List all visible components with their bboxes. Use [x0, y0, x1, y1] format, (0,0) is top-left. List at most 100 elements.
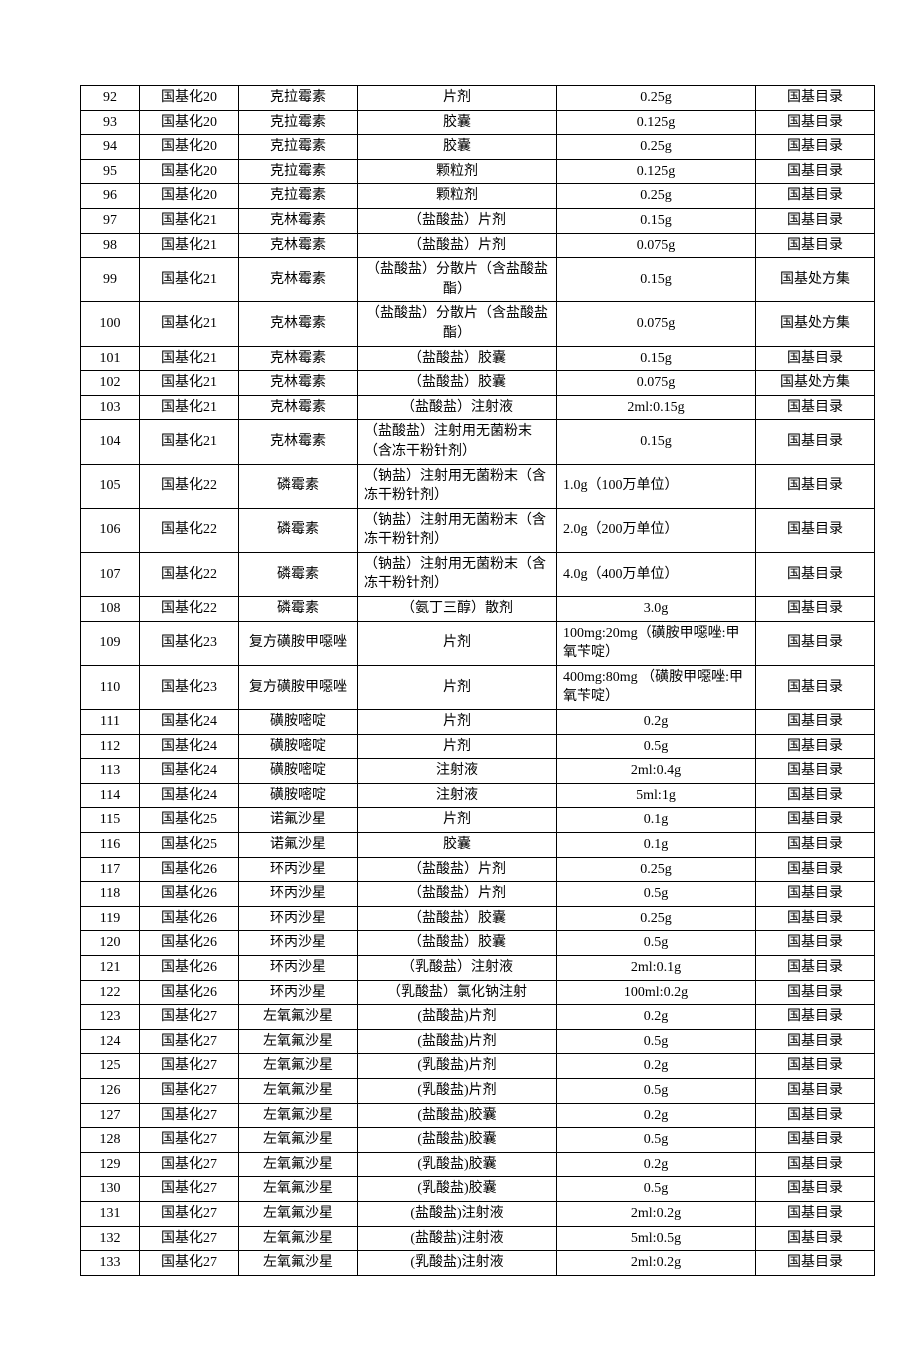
- table-row: 107国基化22磷霉素（钠盐）注射用无菌粉末（含冻干粉针剂）4.0g（400万单…: [81, 552, 875, 596]
- cell-drug-name: 克林霉素: [239, 208, 358, 233]
- cell-spec: 0.2g: [557, 1054, 756, 1079]
- cell-drug-name: 左氧氟沙星: [239, 1029, 358, 1054]
- cell-spec: 0.1g: [557, 833, 756, 858]
- table-row: 119国基化26环丙沙星（盐酸盐）胶囊0.25g国基目录: [81, 906, 875, 931]
- cell-category: 国基目录: [756, 110, 875, 135]
- cell-spec: 0.25g: [557, 135, 756, 160]
- cell-drug-name: 左氧氟沙星: [239, 1226, 358, 1251]
- cell-seq: 103: [81, 395, 140, 420]
- cell-drug-name: 环丙沙星: [239, 882, 358, 907]
- cell-drug-name: 左氧氟沙星: [239, 1103, 358, 1128]
- cell-drug-name: 磺胺嘧啶: [239, 710, 358, 735]
- cell-form: 片剂: [358, 710, 557, 735]
- cell-code: 国基化22: [140, 464, 239, 508]
- cell-seq: 118: [81, 882, 140, 907]
- cell-seq: 108: [81, 597, 140, 622]
- cell-form: 注射液: [358, 759, 557, 784]
- cell-code: 国基化20: [140, 184, 239, 209]
- cell-drug-name: 左氧氟沙星: [239, 1201, 358, 1226]
- cell-category: 国基目录: [756, 135, 875, 160]
- cell-spec: 0.2g: [557, 1103, 756, 1128]
- cell-code: 国基化27: [140, 1054, 239, 1079]
- cell-drug-name: 环丙沙星: [239, 906, 358, 931]
- cell-drug-name: 克拉霉素: [239, 86, 358, 111]
- cell-form: （盐酸盐）分散片（含盐酸盐酯）: [358, 258, 557, 302]
- cell-form: 片剂: [358, 86, 557, 111]
- table-row: 127国基化27左氧氟沙星(盐酸盐)胶囊0.2g国基目录: [81, 1103, 875, 1128]
- cell-spec: 0.5g: [557, 1177, 756, 1202]
- table-row: 129国基化27左氧氟沙星(乳酸盐)胶囊0.2g国基目录: [81, 1152, 875, 1177]
- cell-spec: 0.5g: [557, 734, 756, 759]
- cell-seq: 99: [81, 258, 140, 302]
- cell-code: 国基化22: [140, 597, 239, 622]
- table-row: 111国基化24磺胺嘧啶片剂0.2g国基目录: [81, 710, 875, 735]
- cell-seq: 113: [81, 759, 140, 784]
- cell-spec: 0.075g: [557, 233, 756, 258]
- table-row: 105国基化22磷霉素（钠盐）注射用无菌粉末（含冻干粉针剂）1.0g（100万单…: [81, 464, 875, 508]
- cell-spec: 2ml:0.4g: [557, 759, 756, 784]
- cell-code: 国基化21: [140, 233, 239, 258]
- cell-seq: 117: [81, 857, 140, 882]
- cell-seq: 133: [81, 1251, 140, 1276]
- cell-category: 国基目录: [756, 1201, 875, 1226]
- cell-category: 国基目录: [756, 710, 875, 735]
- cell-code: 国基化25: [140, 808, 239, 833]
- cell-drug-name: 诺氟沙星: [239, 808, 358, 833]
- cell-spec: 0.2g: [557, 710, 756, 735]
- cell-seq: 100: [81, 302, 140, 346]
- cell-form: (乳酸盐)胶囊: [358, 1152, 557, 1177]
- table-row: 124国基化27左氧氟沙星(盐酸盐)片剂0.5g国基目录: [81, 1029, 875, 1054]
- cell-drug-name: 诺氟沙星: [239, 833, 358, 858]
- cell-spec: 1.0g（100万单位）: [557, 464, 756, 508]
- cell-spec: 4.0g（400万单位）: [557, 552, 756, 596]
- cell-category: 国基目录: [756, 980, 875, 1005]
- cell-spec: 0.075g: [557, 302, 756, 346]
- cell-spec: 2.0g（200万单位）: [557, 508, 756, 552]
- cell-code: 国基化23: [140, 621, 239, 665]
- table-row: 121国基化26环丙沙星（乳酸盐）注射液2ml:0.1g国基目录: [81, 955, 875, 980]
- cell-category: 国基目录: [756, 1103, 875, 1128]
- cell-code: 国基化24: [140, 783, 239, 808]
- table-row: 92国基化20克拉霉素片剂0.25g国基目录: [81, 86, 875, 111]
- cell-code: 国基化27: [140, 1029, 239, 1054]
- cell-form: (盐酸盐)片剂: [358, 1029, 557, 1054]
- cell-category: 国基目录: [756, 1054, 875, 1079]
- cell-code: 国基化21: [140, 371, 239, 396]
- cell-code: 国基化27: [140, 1177, 239, 1202]
- cell-code: 国基化27: [140, 1078, 239, 1103]
- cell-drug-name: 左氧氟沙星: [239, 1005, 358, 1030]
- cell-spec: 400mg:80mg （磺胺甲噁唑:甲氧苄啶）: [557, 665, 756, 709]
- cell-category: 国基目录: [756, 159, 875, 184]
- cell-spec: 0.5g: [557, 1029, 756, 1054]
- cell-seq: 122: [81, 980, 140, 1005]
- cell-code: 国基化26: [140, 980, 239, 1005]
- cell-spec: 2ml:0.1g: [557, 955, 756, 980]
- cell-category: 国基目录: [756, 395, 875, 420]
- cell-seq: 126: [81, 1078, 140, 1103]
- cell-form: （盐酸盐）分散片（含盐酸盐酯）: [358, 302, 557, 346]
- cell-seq: 130: [81, 1177, 140, 1202]
- cell-code: 国基化21: [140, 420, 239, 464]
- cell-seq: 119: [81, 906, 140, 931]
- cell-category: 国基目录: [756, 759, 875, 784]
- cell-drug-name: 克拉霉素: [239, 110, 358, 135]
- cell-spec: 0.15g: [557, 258, 756, 302]
- cell-code: 国基化23: [140, 665, 239, 709]
- cell-category: 国基目录: [756, 621, 875, 665]
- cell-category: 国基目录: [756, 783, 875, 808]
- cell-spec: 0.2g: [557, 1152, 756, 1177]
- table-row: 93国基化20克拉霉素胶囊0.125g国基目录: [81, 110, 875, 135]
- cell-seq: 132: [81, 1226, 140, 1251]
- cell-seq: 92: [81, 86, 140, 111]
- cell-spec: 0.25g: [557, 857, 756, 882]
- cell-drug-name: 左氧氟沙星: [239, 1128, 358, 1153]
- cell-form: (乳酸盐)注射液: [358, 1251, 557, 1276]
- cell-spec: 0.15g: [557, 208, 756, 233]
- cell-form: （盐酸盐）注射液: [358, 395, 557, 420]
- cell-drug-name: 左氧氟沙星: [239, 1177, 358, 1202]
- cell-category: 国基目录: [756, 346, 875, 371]
- table-row: 106国基化22磷霉素（钠盐）注射用无菌粉末（含冻干粉针剂）2.0g（200万单…: [81, 508, 875, 552]
- cell-category: 国基目录: [756, 86, 875, 111]
- table-row: 120国基化26环丙沙星（盐酸盐）胶囊0.5g国基目录: [81, 931, 875, 956]
- cell-category: 国基目录: [756, 882, 875, 907]
